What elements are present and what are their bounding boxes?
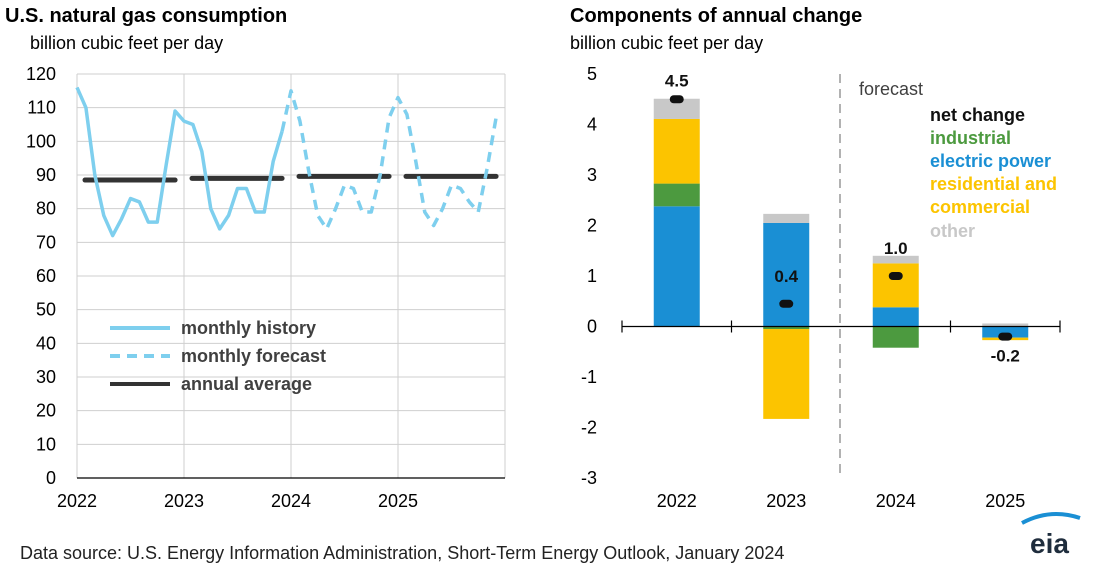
net-change-data-label: 1.0 (884, 239, 908, 258)
left-plot-area (75, 86, 499, 238)
net-change-data-label: 0.4 (774, 267, 798, 286)
legend-label-other: other (930, 221, 975, 241)
forecast-label: forecast (859, 79, 923, 99)
net-change-marker (669, 95, 684, 104)
right-y-tick-label: -1 (581, 367, 597, 387)
left-y-tick-label: 80 (36, 199, 56, 219)
left-chart-subtitle: billion cubic feet per day (30, 33, 223, 53)
left-chart-title: U.S. natural gas consumption (5, 5, 287, 27)
net-change-marker (888, 272, 903, 280)
right-y-axis: -3 -2 -1 0 1 2 3 4 5 (581, 64, 597, 488)
left-x-axis: 2022 2023 2024 2025 (57, 491, 418, 511)
right-y-tick-label: -3 (581, 468, 597, 488)
left-y-tick-label: 50 (36, 300, 56, 320)
legend-label-residential-and-commercial: residential and commercial (930, 174, 1062, 217)
left-y-tick-label: 120 (26, 64, 56, 84)
left-y-tick-label: 40 (36, 333, 56, 353)
net-change-markers: 4.5 0.4 1.0 -0.2 (665, 71, 1020, 365)
left-y-tick-label: 60 (36, 266, 56, 286)
other-bar (872, 255, 919, 264)
right-chart-subtitle: billion cubic feet per day (570, 33, 763, 53)
legend-label-monthly-forecast: monthly forecast (181, 346, 326, 366)
left-chart: U.S. natural gas consumption billion cub… (5, 5, 506, 511)
right-x-axis: 2022 2023 2024 2025 (657, 491, 1026, 511)
right-y-tick-label: 0 (587, 317, 597, 337)
right-y-tick-label: -2 (581, 418, 597, 438)
net-change-data-label: 4.5 (665, 71, 689, 90)
left-y-axis: 0 10 20 30 40 50 60 70 80 90 100 110 120 (26, 64, 56, 488)
eia-logo: eia (1021, 512, 1081, 559)
left-x-tick-label: 2025 (378, 491, 418, 511)
left-gridlines (76, 73, 506, 478)
legend-label-industrial: industrial (930, 128, 1011, 148)
eia-logo-swoosh-icon (1021, 512, 1081, 525)
right-y-tick-label: 2 (587, 216, 597, 236)
net-change-marker (998, 332, 1013, 341)
right-y-tick-label: 4 (587, 115, 597, 135)
left-y-tick-label: 100 (26, 131, 56, 151)
left-y-tick-label: 70 (36, 232, 56, 252)
electric-power-bar (653, 206, 700, 327)
legend-label-annual-average: annual average (181, 374, 312, 394)
eia-logo-text: eia (1030, 528, 1069, 559)
other-bar (763, 213, 810, 223)
right-x-tick-label: 2022 (657, 491, 697, 511)
legend-label-monthly-history: monthly history (181, 318, 316, 338)
legend-label-electric-power: electric power (930, 151, 1051, 171)
other-bar (982, 323, 1029, 327)
industrial-bar (872, 326, 919, 348)
left-y-tick-label: 110 (27, 98, 56, 118)
electric-power-bar (982, 326, 1029, 338)
legend-label-residential-line1: residential and (930, 174, 1057, 194)
right-chart-title: Components of annual change (570, 5, 862, 27)
left-y-tick-label: 30 (36, 367, 56, 387)
right-plot-area (653, 98, 1029, 419)
left-y-tick-label: 90 (36, 165, 56, 185)
left-y-tick-label: 10 (36, 434, 56, 454)
residential-commercial-bar (763, 329, 810, 419)
right-y-tick-label: 3 (587, 165, 597, 185)
right-x-tick-label: 2024 (876, 491, 916, 511)
electric-power-bar (872, 307, 919, 327)
right-x-tick-label: 2023 (766, 491, 806, 511)
net-change-data-label: -0.2 (991, 347, 1020, 366)
legend-label-residential-line2: commercial (930, 197, 1030, 217)
left-legend: monthly history monthly forecast annual … (110, 318, 326, 394)
other-bar (653, 98, 700, 119)
industrial-bar (763, 326, 810, 330)
net-change-marker (779, 299, 794, 308)
residential-commercial-bar (872, 263, 919, 308)
right-y-tick-label: 5 (587, 64, 597, 84)
left-x-tick-label: 2022 (57, 491, 97, 511)
left-x-tick-label: 2023 (164, 491, 204, 511)
right-x-tick-label: 2025 (985, 491, 1025, 511)
left-y-tick-label: 0 (46, 468, 56, 488)
electric-power-bar (763, 222, 810, 327)
left-y-tick-label: 20 (36, 401, 56, 421)
industrial-bar (653, 183, 700, 207)
right-chart: Components of annual change billion cubi… (570, 5, 1062, 511)
left-x-tick-label: 2024 (271, 491, 311, 511)
residential-commercial-bar (653, 118, 700, 184)
legend-label-net-change: net change (930, 105, 1025, 125)
monthly-history-line (75, 86, 284, 238)
right-y-tick-label: 1 (587, 266, 597, 286)
right-legend: net change industrial electric power res… (930, 105, 1062, 241)
data-source-note: Data source: U.S. Energy Information Adm… (20, 543, 784, 563)
monthly-forecast-line (280, 89, 498, 231)
